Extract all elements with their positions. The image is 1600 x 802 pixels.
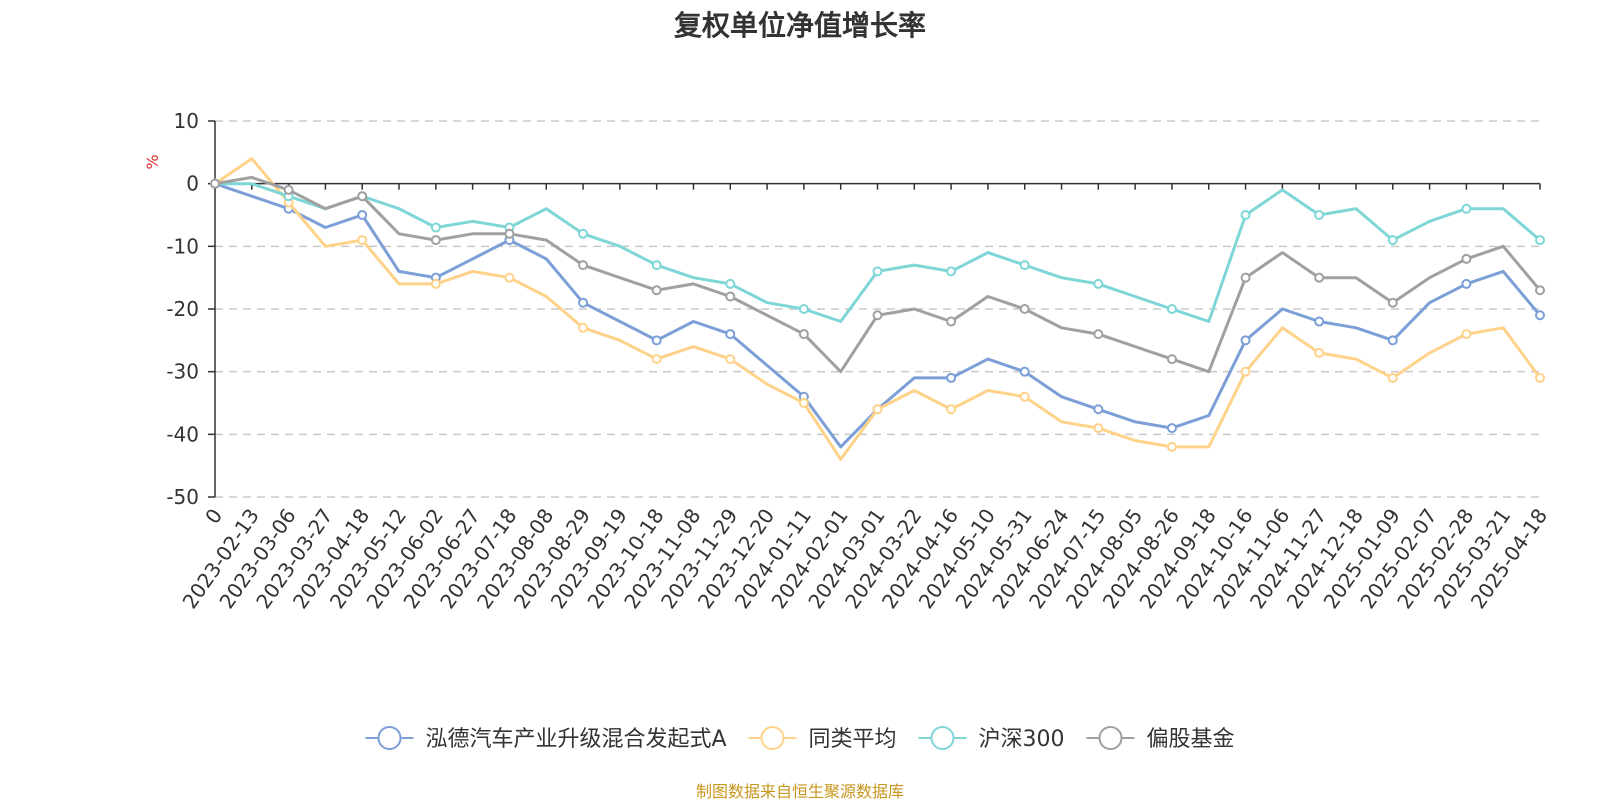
series-lines [210, 157, 1545, 461]
data-point [725, 278, 736, 289]
legend-swatch-marker [1098, 726, 1123, 750]
y-axis-unit-label: % [143, 154, 162, 169]
data-point [651, 335, 662, 346]
y-tick-label: 0 [186, 172, 199, 196]
legend: 泓德汽车产业升级混合发起式A 同类平均 沪深300 偏股基金 [365, 726, 1235, 752]
data-point [946, 266, 957, 277]
data-point [1387, 297, 1398, 308]
data-point [1314, 272, 1325, 283]
data-point [1240, 272, 1251, 283]
data-point [651, 354, 662, 365]
legend-item: 偏股基金 [1086, 726, 1235, 752]
legend-label: 泓德汽车产业升级混合发起式A [426, 727, 727, 752]
x-tick-label: 0 [200, 504, 227, 528]
data-point [1535, 310, 1545, 321]
data-point [1093, 329, 1104, 340]
data-point [1535, 235, 1545, 246]
y-tick-label: 10 [174, 109, 199, 133]
data-point [1093, 278, 1104, 289]
data-point [725, 354, 736, 365]
data-point [357, 210, 368, 220]
data-point [1093, 423, 1104, 434]
legend-swatch-marker [930, 726, 955, 750]
data-point [1166, 441, 1177, 452]
data-point [1240, 366, 1251, 377]
data-point [1314, 210, 1325, 220]
data-point [798, 398, 809, 408]
legend-label: 偏股基金 [1147, 727, 1235, 752]
data-point [578, 260, 589, 271]
y-tick-label: -20 [166, 297, 199, 321]
data-point [1461, 278, 1472, 289]
data-point [798, 329, 809, 340]
y-tick-label: -40 [166, 422, 199, 446]
legend-swatch-marker [377, 726, 402, 750]
data-point [578, 297, 589, 308]
y-tick-labels: 10 0 -10 -20 -30 -40 -50 [166, 109, 199, 509]
data-point [1314, 316, 1325, 327]
data-point [1387, 372, 1398, 383]
data-point [1019, 260, 1030, 271]
data-point [946, 404, 957, 415]
data-point [578, 228, 589, 239]
legend-item: 同类平均 [748, 726, 897, 752]
data-point [1314, 347, 1325, 358]
data-point [283, 184, 294, 195]
data-point [430, 235, 441, 246]
grid-lines [215, 120, 1540, 498]
data-point [1019, 391, 1030, 402]
data-point [1166, 304, 1177, 314]
y-tick-label: -10 [166, 234, 199, 258]
series-line [215, 182, 1541, 323]
data-point [1461, 253, 1472, 264]
data-point [210, 178, 220, 189]
chart-title: 复权单位净值增长率 [673, 9, 926, 42]
data-point [946, 372, 957, 383]
data-point [798, 304, 809, 314]
legend-label: 同类平均 [809, 727, 897, 752]
data-point [872, 404, 883, 415]
data-point [504, 228, 515, 239]
legend-swatch-marker [760, 726, 785, 750]
data-point [430, 222, 441, 233]
legend-item: 沪深300 [918, 726, 1065, 752]
data-point [1019, 366, 1030, 377]
data-point [651, 260, 662, 271]
data-point [946, 316, 957, 327]
y-tick-label: -50 [166, 485, 199, 509]
data-point [1387, 335, 1398, 346]
data-point [357, 191, 368, 202]
data-point [725, 291, 736, 302]
data-point [1461, 203, 1472, 214]
data-point [1240, 210, 1251, 220]
data-point [872, 266, 883, 277]
data-point [1166, 354, 1177, 365]
legend-item: 泓德汽车产业升级混合发起式A [365, 726, 727, 752]
data-point [1240, 335, 1251, 346]
data-point [725, 329, 736, 340]
source-note: 制图数据来自恒生聚源数据库 [695, 782, 904, 801]
data-point [430, 278, 441, 289]
data-point [1019, 304, 1030, 314]
data-point [1166, 423, 1177, 434]
x-tick-labels: 02023-02-132023-03-062023-03-272023-04-1… [178, 504, 1553, 613]
data-point [578, 322, 589, 333]
data-point [1093, 404, 1104, 415]
legend-label: 沪深300 [979, 727, 1065, 752]
data-point [357, 235, 368, 246]
data-point [1387, 235, 1398, 246]
data-point [1535, 372, 1545, 383]
y-tick-label: -30 [166, 360, 199, 384]
data-point [1535, 285, 1545, 296]
data-point [504, 272, 515, 283]
data-point [651, 285, 662, 296]
data-point [872, 310, 883, 321]
data-point [1461, 329, 1472, 340]
